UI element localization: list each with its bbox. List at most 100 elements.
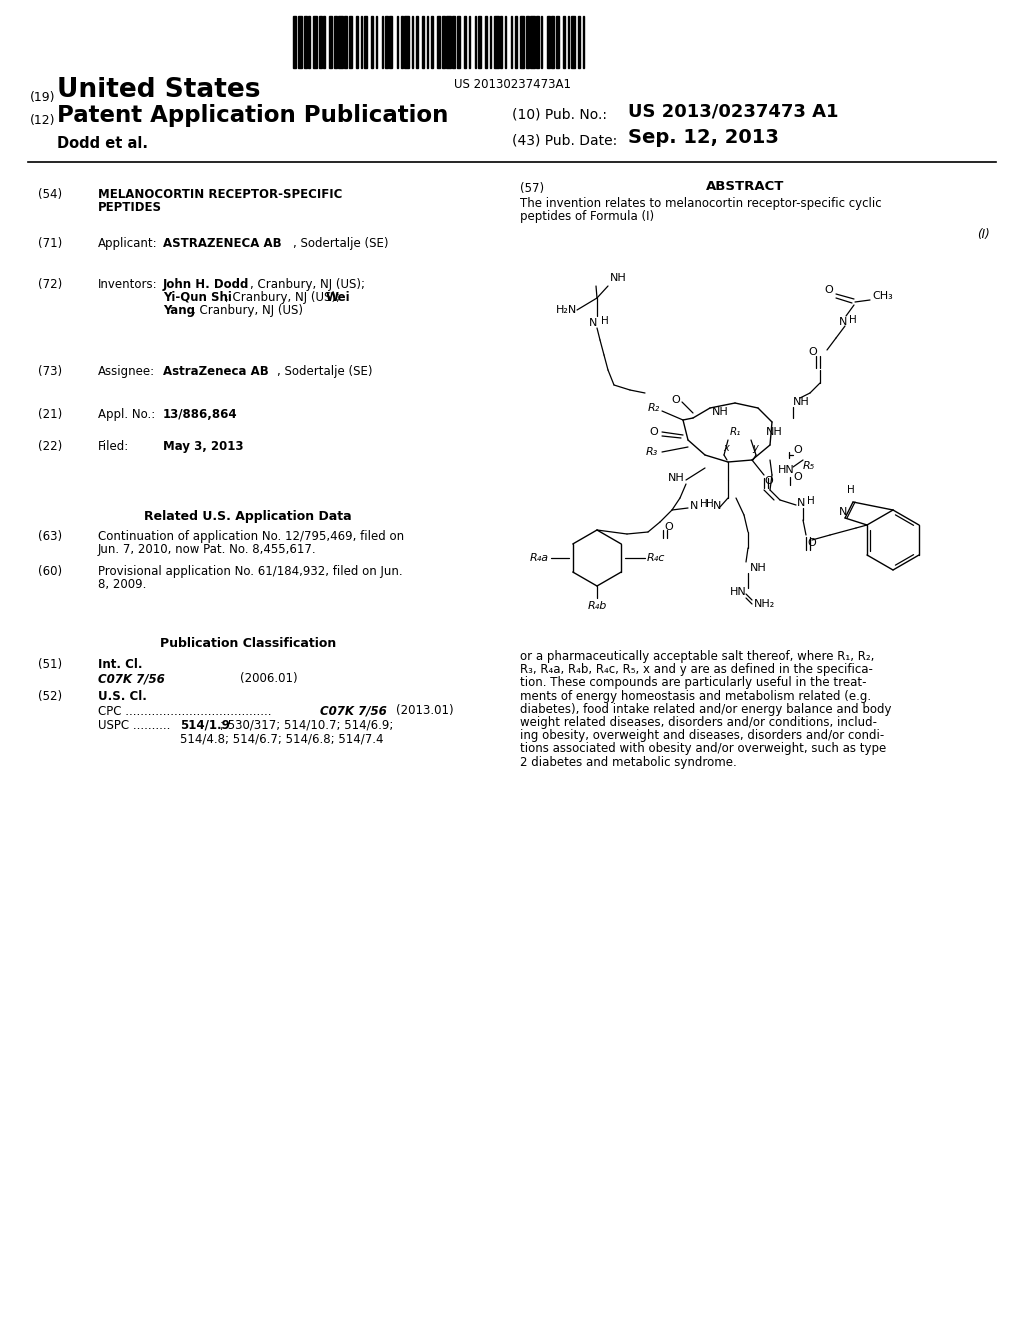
Text: May 3, 2013: May 3, 2013 <box>163 440 244 453</box>
Bar <box>376 16 377 69</box>
Text: H: H <box>847 484 855 495</box>
Text: C07K 7/56: C07K 7/56 <box>98 672 165 685</box>
Text: N: N <box>690 502 698 511</box>
Text: H: H <box>601 315 608 326</box>
Text: Sep. 12, 2013: Sep. 12, 2013 <box>628 128 779 147</box>
Bar <box>298 16 302 69</box>
Text: (21): (21) <box>38 408 62 421</box>
Text: Wei: Wei <box>326 290 350 304</box>
Text: Filed:: Filed: <box>98 440 129 453</box>
Text: weight related diseases, disorders and/or conditions, includ-: weight related diseases, disorders and/o… <box>520 715 877 729</box>
Bar <box>477 16 480 69</box>
Bar <box>364 16 367 69</box>
Text: H₂N: H₂N <box>556 305 578 315</box>
Text: Applicant:: Applicant: <box>98 238 158 249</box>
Text: (19): (19) <box>30 91 55 104</box>
Text: N: N <box>839 317 848 327</box>
Bar <box>457 16 460 69</box>
Text: (I): (I) <box>977 228 990 242</box>
Text: H: H <box>700 499 708 510</box>
Text: (71): (71) <box>38 238 62 249</box>
Text: O: O <box>793 445 802 455</box>
Bar <box>567 16 569 69</box>
Text: Patent Application Publication: Patent Application Publication <box>57 104 449 127</box>
Text: Appl. No.:: Appl. No.: <box>98 408 156 421</box>
Text: 514/4.8; 514/6.7; 514/6.8; 514/7.4: 514/4.8; 514/6.7; 514/6.8; 514/7.4 <box>180 733 384 744</box>
Bar <box>563 16 564 69</box>
Text: 13/886,864: 13/886,864 <box>163 408 238 421</box>
Text: PEPTIDES: PEPTIDES <box>98 201 162 214</box>
Text: tion. These compounds are particularly useful in the treat-: tion. These compounds are particularly u… <box>520 676 866 689</box>
Text: Yi-Qun Shi: Yi-Qun Shi <box>163 290 231 304</box>
Text: O: O <box>824 285 833 294</box>
Text: (43) Pub. Date:: (43) Pub. Date: <box>512 135 617 148</box>
Text: NH₂: NH₂ <box>754 599 775 609</box>
Bar <box>427 16 428 69</box>
Bar <box>382 16 383 69</box>
Bar <box>515 16 516 69</box>
Bar <box>536 16 539 69</box>
Text: O: O <box>793 473 802 482</box>
Text: Continuation of application No. 12/795,469, filed on: Continuation of application No. 12/795,4… <box>98 531 404 543</box>
Text: Publication Classification: Publication Classification <box>160 638 336 649</box>
Text: O: O <box>808 347 817 356</box>
Bar <box>505 16 506 69</box>
Text: Provisional application No. 61/184,932, filed on Jun.: Provisional application No. 61/184,932, … <box>98 565 402 578</box>
Text: Inventors:: Inventors: <box>98 279 158 290</box>
Bar <box>338 16 342 69</box>
Bar <box>303 16 306 69</box>
Text: CPC .......................................: CPC ....................................… <box>98 705 271 718</box>
Bar <box>356 16 357 69</box>
Bar <box>384 16 387 69</box>
Bar <box>329 16 332 69</box>
Bar <box>474 16 476 69</box>
Text: NH: NH <box>610 273 627 282</box>
Text: N: N <box>713 502 721 511</box>
Bar <box>500 16 502 69</box>
Bar <box>469 16 470 69</box>
Text: HN: HN <box>778 465 795 475</box>
Text: R₄c: R₄c <box>647 553 666 564</box>
Bar <box>525 16 528 69</box>
Text: (2013.01): (2013.01) <box>396 704 454 717</box>
Text: (72): (72) <box>38 279 62 290</box>
Text: O: O <box>764 477 773 486</box>
Text: (22): (22) <box>38 440 62 453</box>
Text: N: N <box>797 498 805 508</box>
Text: ABSTRACT: ABSTRACT <box>706 180 784 193</box>
Text: US 2013/0237473 A1: US 2013/0237473 A1 <box>628 102 839 120</box>
Text: MELANOCORTIN RECEPTOR-SPECIFIC: MELANOCORTIN RECEPTOR-SPECIFIC <box>98 187 342 201</box>
Text: H: H <box>807 496 815 506</box>
Text: NH: NH <box>750 564 767 573</box>
Text: , Cranbury, NJ (US): , Cranbury, NJ (US) <box>193 304 303 317</box>
Text: ASTRAZENECA AB: ASTRAZENECA AB <box>163 238 282 249</box>
Text: 514/1.9: 514/1.9 <box>180 719 229 733</box>
Text: tions associated with obesity and/or overweight, such as type: tions associated with obesity and/or ove… <box>520 742 886 755</box>
Bar <box>308 16 309 69</box>
Bar <box>334 16 337 69</box>
Text: , Sodertalje (SE): , Sodertalje (SE) <box>293 238 388 249</box>
Text: (10) Pub. No.:: (10) Pub. No.: <box>512 107 607 121</box>
Bar <box>530 16 535 69</box>
Bar <box>348 16 351 69</box>
Bar <box>494 16 499 69</box>
Bar <box>464 16 466 69</box>
Text: N: N <box>839 507 847 517</box>
Bar <box>371 16 373 69</box>
Text: O: O <box>672 395 680 405</box>
Text: R₃: R₃ <box>646 447 658 457</box>
Bar <box>570 16 575 69</box>
Text: (52): (52) <box>38 690 62 704</box>
Text: 8, 2009.: 8, 2009. <box>98 578 146 591</box>
Text: (63): (63) <box>38 531 62 543</box>
Bar <box>416 16 418 69</box>
Text: O: O <box>664 521 673 532</box>
Text: R₄a: R₄a <box>529 553 549 564</box>
Text: (57): (57) <box>520 182 544 195</box>
Text: HN: HN <box>730 587 746 597</box>
Text: US 20130237473A1: US 20130237473A1 <box>454 78 570 91</box>
Text: Related U.S. Application Data: Related U.S. Application Data <box>144 510 352 523</box>
Text: R₅: R₅ <box>803 461 815 471</box>
Bar <box>312 16 317 69</box>
Text: NH: NH <box>793 397 810 407</box>
